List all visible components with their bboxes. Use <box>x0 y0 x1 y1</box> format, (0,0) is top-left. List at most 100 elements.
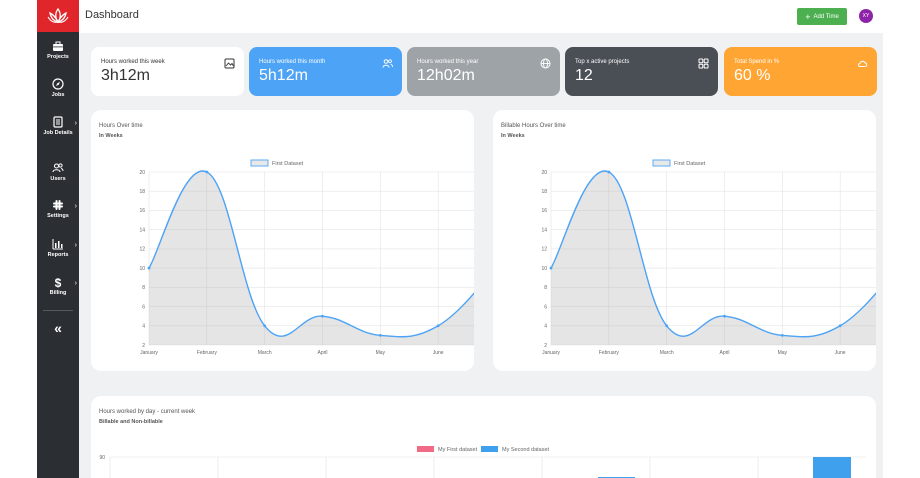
billable-hours-panel: Billable Hours Over time In Weeks 2 4 6 8 10… <box>493 110 876 371</box>
area-fill <box>551 171 876 345</box>
stat-card-value: 12 <box>575 67 593 84</box>
sidebar-item-billing[interactable]: $ Billing › <box>37 276 79 310</box>
users-icon <box>382 59 393 68</box>
legend-label: First Dataset <box>674 161 706 167</box>
sidebar-item-label: Job Details <box>43 130 73 136</box>
y-tick-label: 20 <box>139 170 145 176</box>
billable-hours-chart: 2 4 6 8 10 12 14 16 18 20 January February March Apri… <box>541 159 876 356</box>
add-time-button[interactable]: + Add Time <box>797 8 847 25</box>
legend-swatch[interactable] <box>250 159 269 167</box>
svg-text:$: $ <box>55 276 62 288</box>
stat-card-value: 60 % <box>734 67 771 84</box>
legend-swatch[interactable] <box>652 159 671 167</box>
sidebar-item-label: Reports <box>47 252 69 258</box>
stat-card-label: Hours worked this month <box>259 59 326 65</box>
stat-card[interactable]: Hours worked this week 3h12m <box>91 47 244 96</box>
panel-title: Hours Over time <box>99 123 143 129</box>
hours-by-day-chart: My First dataset My Second dataset 90 <box>99 446 866 478</box>
panel-subtitle: Billable and Non-billable <box>99 419 163 425</box>
y-tick-label: 10 <box>139 266 145 272</box>
y-tick-label: 4 <box>544 324 547 330</box>
users-icon <box>52 163 64 173</box>
data-point[interactable] <box>147 266 151 270</box>
stat-card-value: 5h12m <box>259 67 308 84</box>
data-point[interactable] <box>723 314 726 318</box>
y-tick-label: 14 <box>139 227 145 233</box>
data-point[interactable] <box>838 324 842 328</box>
y-tick-label: 8 <box>142 285 145 291</box>
legend-swatch-first[interactable] <box>417 446 434 452</box>
sidebar-item-reports[interactable]: Reports › <box>37 238 79 272</box>
stat-card[interactable]: Hours worked this year 12h02m <box>407 47 560 96</box>
brand-logo[interactable] <box>37 0 79 32</box>
data-point[interactable] <box>205 170 209 174</box>
document-icon <box>53 116 63 128</box>
y-tick-label: 16 <box>139 208 145 214</box>
data-point[interactable] <box>780 333 784 337</box>
stat-card-label: Hours worked this week <box>101 59 165 65</box>
chevron-right-icon: › <box>74 242 77 249</box>
legend-label-first: My First dataset <box>438 447 478 453</box>
x-tick-label: January <box>542 350 560 356</box>
sidebar-item-job-details[interactable]: Job Details › <box>37 116 79 150</box>
data-point[interactable] <box>263 324 267 328</box>
plus-icon: + <box>805 11 811 22</box>
y-tick-label: 90 <box>99 455 105 461</box>
stat-card[interactable]: Top x active projects 12 <box>565 47 718 96</box>
x-tick-label: June <box>433 350 444 356</box>
y-tick-label: 2 <box>142 343 145 349</box>
compass-icon <box>52 78 64 90</box>
y-tick-label: 12 <box>139 247 145 253</box>
collapse-sidebar-button[interactable]: « <box>54 320 62 336</box>
y-tick-label: 2 <box>544 343 547 349</box>
sidebar-item-label: Jobs <box>51 92 65 98</box>
sidebar-item-label: Projects <box>47 54 69 60</box>
image-icon <box>224 58 235 69</box>
sidebar: Projects Jobs Job Details › Users Settin… <box>37 0 79 478</box>
legend-swatch-second[interactable] <box>481 446 498 452</box>
x-tick-label: May <box>376 350 386 356</box>
hours-over-time-chart: 2 4 6 8 10 12 14 16 18 20 January February March Apri… <box>139 159 474 356</box>
add-time-label: Add Time <box>813 13 839 20</box>
briefcase-icon <box>53 41 63 51</box>
stat-card-label: Top x active projects <box>575 59 630 65</box>
data-point[interactable] <box>436 324 440 328</box>
data-point[interactable] <box>549 266 553 270</box>
panel-title: Hours worked by day - current week <box>99 409 196 415</box>
legend-label-second: My Second dataset <box>502 447 550 453</box>
sidebar-item-users[interactable]: Users <box>37 162 79 196</box>
data-point[interactable] <box>321 314 324 318</box>
sidebar-item-projects[interactable]: Projects <box>37 40 79 74</box>
x-tick-label: April <box>317 350 327 356</box>
chevron-right-icon: › <box>74 280 77 287</box>
y-tick-label: 6 <box>544 304 547 310</box>
data-point[interactable] <box>665 324 669 328</box>
stat-card[interactable]: Hours worked this month 5h12m <box>249 47 402 96</box>
stat-card[interactable]: Total Spend in % 60 % <box>724 47 877 96</box>
panel-subtitle: In Weeks <box>99 133 123 139</box>
stat-card-value: 12h02m <box>417 67 475 84</box>
stat-card-value: 3h12m <box>101 67 150 84</box>
stat-card-label: Total Spend in % <box>734 59 780 65</box>
x-tick-label: January <box>140 350 158 356</box>
cloud-icon <box>858 60 868 67</box>
sidebar-item-label: Billing <box>49 290 67 296</box>
top-bar: Dashboard + Add Time XY <box>79 0 883 33</box>
x-tick-label: June <box>835 350 846 356</box>
bar[interactable] <box>813 457 851 478</box>
app-window: Projects Jobs Job Details › Users Settin… <box>37 0 883 478</box>
data-point[interactable] <box>378 333 382 337</box>
y-tick-label: 6 <box>142 304 145 310</box>
sidebar-item-jobs[interactable]: Jobs <box>37 78 79 112</box>
y-tick-label: 10 <box>541 266 547 272</box>
sidebar-item-settings[interactable]: Settings › <box>37 199 79 233</box>
sidebar-item-label: Users <box>50 176 66 182</box>
hours-over-time-panel: Hours Over time In Weeks 2 4 6 8 10 12 14 16 18 2… <box>91 110 474 371</box>
x-tick-label: April <box>719 350 729 356</box>
y-tick-label: 20 <box>541 170 547 176</box>
y-tick-label: 18 <box>139 189 145 195</box>
x-tick-label: March <box>660 350 674 356</box>
x-tick-label: March <box>258 350 272 356</box>
avatar[interactable]: XY <box>859 9 873 23</box>
data-point[interactable] <box>607 170 611 174</box>
